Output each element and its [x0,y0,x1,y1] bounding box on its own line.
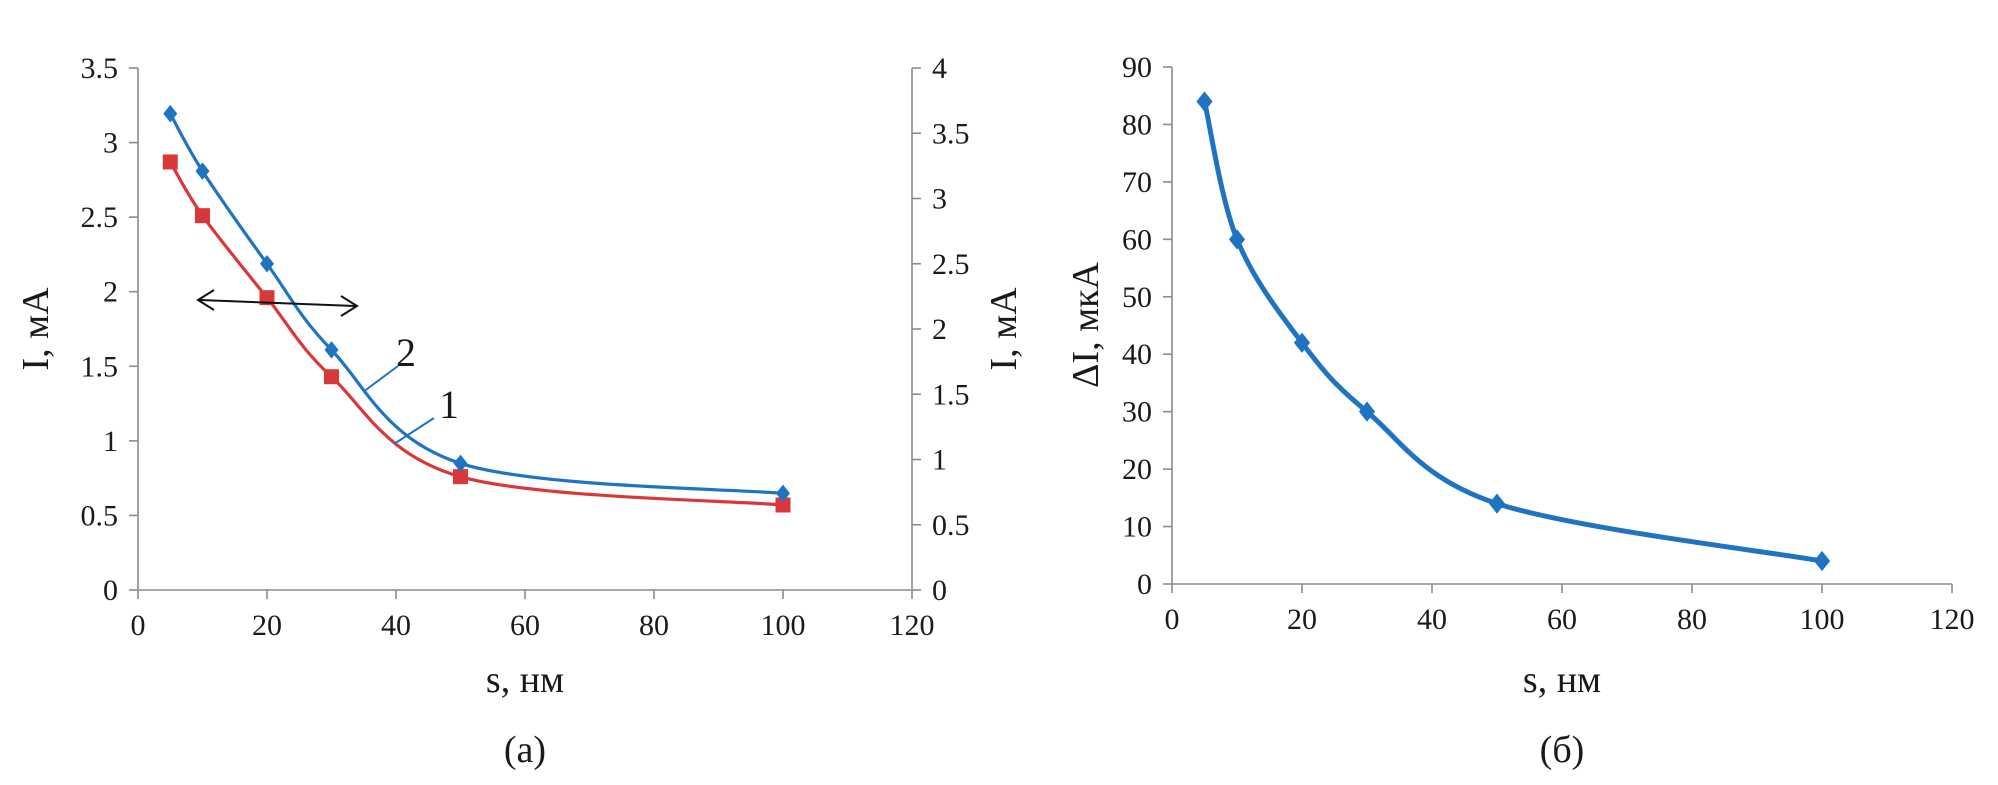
chart-b-y-tick-label: 40 [1122,338,1152,371]
chart-b-series-point [1293,332,1311,353]
chart-a-y-ticks-left: 0 0.5 1 1.5 2 2.5 3 3.5 [81,52,138,607]
chart-b-x-ticks: 0 20 40 60 80 100 120 [1165,584,1975,636]
chart-b-series-point [1196,91,1213,112]
chart-b-x-tick-label: 20 [1287,603,1317,636]
chart-a-x-ticks: 0 20 40 60 80 100 120 [131,590,935,642]
chart-b-x-label: s, нм [1523,659,1601,701]
chart-a-y-right-tick-label: 1.5 [932,378,970,411]
chart-a-series-1-point [453,469,468,485]
chart-a-y-label-left: I, мА [15,287,57,371]
chart-a-series-2-label: 2 [396,330,416,375]
chart-a-axis-arrow [196,289,359,317]
chart-a-series-2-point [259,254,275,273]
chart-a-y-right-tick-label: 3.5 [932,117,970,150]
chart-a-series-1-point [775,497,791,513]
chart-a-y-left-tick-label: 2.5 [81,201,119,234]
chart-a-series [162,104,791,513]
chart-a-y-left-tick-label: 3.5 [81,52,119,85]
chart-b-y-tick-label: 0 [1137,568,1152,601]
chart-a-y-right-tick-label: 3 [932,183,947,216]
chart-b-y-tick-label: 80 [1122,108,1152,141]
chart-a-y-left-tick-label: 0 [103,574,118,607]
chart-b: 0 20 40 60 80 100 120 0 10 20 30 40 50 60 70 80 90 s, н… [1065,51,1975,771]
chart-b-x-tick-label: 60 [1547,603,1577,636]
chart-a-x-tick-label: 120 [890,609,935,642]
chart-a-y-right-tick-label: 2.5 [932,248,970,281]
chart-b-series-point [1488,493,1506,514]
chart-a-y-right-tick-label: 1 [932,444,947,477]
chart-a-series-2-point [453,454,468,473]
chart-b-y-tick-label: 20 [1122,453,1152,486]
chart-a-series-1-label: 1 [439,382,459,427]
chart-b-y-tick-label: 60 [1122,223,1152,256]
chart-a-y-left-tick-label: 0.5 [81,499,119,532]
chart-a-x-tick-label: 0 [131,609,146,642]
chart-a-y-left-tick-label: 2 [103,276,118,309]
chart-b-series-point [1358,401,1376,422]
chart-b-y-tick-label: 50 [1122,281,1152,314]
chart-a-caption: (а) [504,729,546,771]
chart-b-x-tick-label: 40 [1417,603,1447,636]
chart-a-y-left-tick-label: 1 [103,425,118,458]
chart-b-x-tick-label: 120 [1930,603,1975,636]
chart-b-x-tick-label: 0 [1165,603,1180,636]
chart-a: 0 20 40 60 80 100 120 0 0.5 1 1.5 2 2.5 3 3.5 0 0.5 1 1.… [15,52,1025,771]
chart-a-series-2-point [324,341,339,359]
chart-b-y-tick-label: 30 [1122,396,1152,429]
chart-b-series-point [1228,229,1246,250]
chart-b-series-line [1202,100,1823,564]
chart-b-y-tick-label: 70 [1122,166,1152,199]
chart-a-series-1-point [324,369,339,385]
chart-a-y-label-right: I, мА [983,287,1025,371]
chart-b-series-point [1813,550,1831,572]
chart-a-series-1-point [162,154,178,170]
chart-a-series-2-point [163,104,178,123]
chart-a-x-tick-label: 100 [761,609,806,642]
chart-a-x-tick-label: 40 [381,609,411,642]
chart-a-y-left-tick-label: 1.5 [81,350,119,383]
chart-b-x-tick-label: 100 [1800,603,1845,636]
chart-a-y-right-tick-label: 2 [932,313,947,346]
chart-a-series-2-point [775,484,791,503]
chart-b-y-tick-label: 90 [1122,51,1152,84]
chart-a-x-tick-label: 60 [510,609,540,642]
chart-b-y-ticks: 0 10 20 30 40 50 60 70 80 90 [1122,51,1172,601]
chart-a-y-right-tick-label: 0.5 [932,509,970,542]
chart-a-y-left-tick-label: 3 [103,127,118,160]
chart-b-x-tick-label: 80 [1677,603,1707,636]
chart-b-y-label: ΔI, мкА [1065,261,1107,388]
chart-a-y-right-tick-label: 4 [932,52,947,85]
chart-a-series-1-point [195,208,210,224]
chart-a-series-1-point [259,290,275,306]
chart-a-x-tick-label: 80 [639,609,669,642]
chart-a-y-right-tick-label: 0 [932,574,947,607]
chart-a-series-1-line [168,161,784,507]
chart-a-label-2-leader [362,365,399,393]
chart-a-label-1-leader [393,417,435,445]
chart-b-caption: (б) [1540,729,1585,771]
chart-a-y-ticks-right: 0 0.5 1 1.5 2 2.5 3 3.5 4 [912,52,970,607]
chart-b-y-tick-label: 10 [1122,511,1152,544]
chart-a-x-label: s, нм [486,659,564,701]
chart-a-x-tick-label: 20 [252,609,282,642]
chart-b-series [1196,91,1831,572]
chart-a-series-2-point [195,162,210,180]
